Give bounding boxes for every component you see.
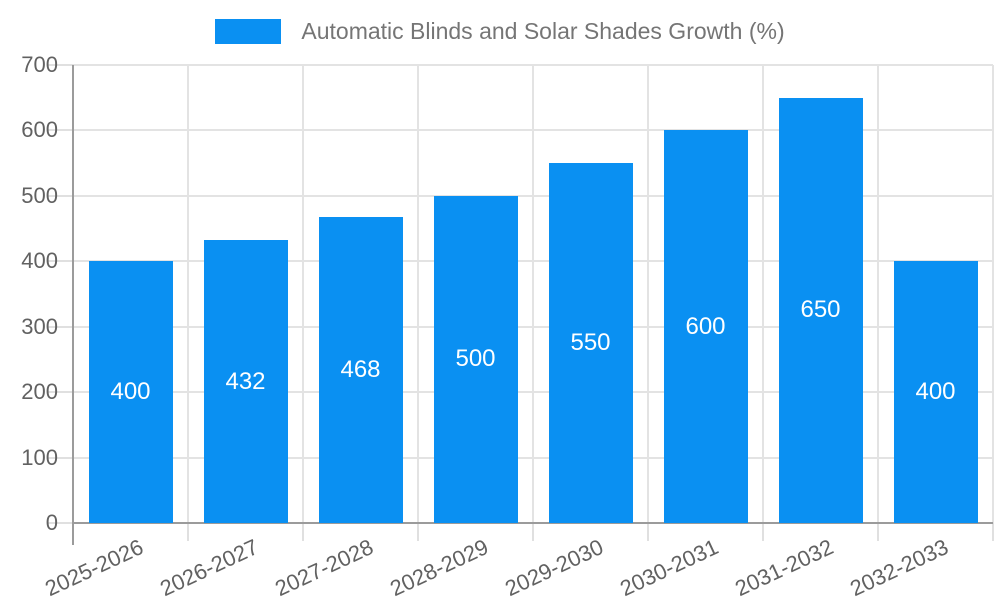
gridline-vertical <box>302 65 304 523</box>
y-axis-label: 400 <box>21 248 58 274</box>
y-axis-tick <box>48 64 73 66</box>
bar[interactable]: 468 <box>318 216 403 523</box>
legend-item[interactable]: Automatic Blinds and Solar Shades Growth… <box>215 17 785 45</box>
bar[interactable]: 400 <box>88 261 173 523</box>
x-axis-tick <box>302 523 304 541</box>
gridline-vertical <box>532 65 534 523</box>
y-axis-label: 600 <box>21 117 58 143</box>
bar[interactable]: 500 <box>433 195 518 523</box>
gridline-vertical <box>762 65 764 523</box>
bar[interactable]: 432 <box>203 240 288 523</box>
legend-label: Automatic Blinds and Solar Shades Growth… <box>301 17 785 44</box>
bar-value-label: 500 <box>455 345 496 373</box>
gridline-vertical <box>647 65 649 523</box>
x-axis-tick <box>187 523 189 541</box>
y-axis-label: 500 <box>21 182 58 208</box>
bar[interactable]: 550 <box>548 163 633 523</box>
y-axis-tick <box>48 325 73 328</box>
y-axis-tick <box>48 391 73 394</box>
x-axis-tick <box>532 523 534 541</box>
y-axis-label: 100 <box>21 444 58 470</box>
gridline-vertical <box>877 65 879 523</box>
y-axis-tick <box>48 456 73 459</box>
bar[interactable]: 650 <box>778 97 863 523</box>
bar-value-label: 400 <box>915 378 956 406</box>
x-axis-tick <box>877 523 879 541</box>
bar-value-label: 650 <box>800 296 841 324</box>
x-axis-line <box>73 522 993 524</box>
y-axis-tick <box>48 260 73 263</box>
y-axis-tick <box>48 194 73 197</box>
y-axis-label: 0 <box>45 510 58 535</box>
bar-value-label: 600 <box>685 312 726 340</box>
x-axis-tick <box>762 523 764 541</box>
x-axis-tick <box>417 523 419 541</box>
gridline-vertical <box>187 65 189 523</box>
y-axis-label: 700 <box>21 52 58 77</box>
x-axis-tick <box>647 523 649 541</box>
bar-value-label: 400 <box>110 378 151 406</box>
y-axis-label: 200 <box>21 379 58 405</box>
gridline-vertical <box>417 65 419 523</box>
y-axis-label: 300 <box>21 313 58 339</box>
y-axis-tick <box>48 522 73 524</box>
chart-legend: Automatic Blinds and Solar Shades Growth… <box>0 14 1000 48</box>
bar[interactable]: 400 <box>893 261 978 523</box>
y-axis-line <box>72 65 74 545</box>
x-axis-tick <box>992 523 994 541</box>
legend-swatch <box>215 18 282 44</box>
bar[interactable]: 600 <box>663 130 748 523</box>
gridline-vertical <box>992 65 994 523</box>
bar-value-label: 432 <box>225 367 266 395</box>
y-axis-tick <box>48 129 73 132</box>
bar-value-label: 468 <box>340 355 381 383</box>
bar-value-label: 550 <box>570 329 611 357</box>
